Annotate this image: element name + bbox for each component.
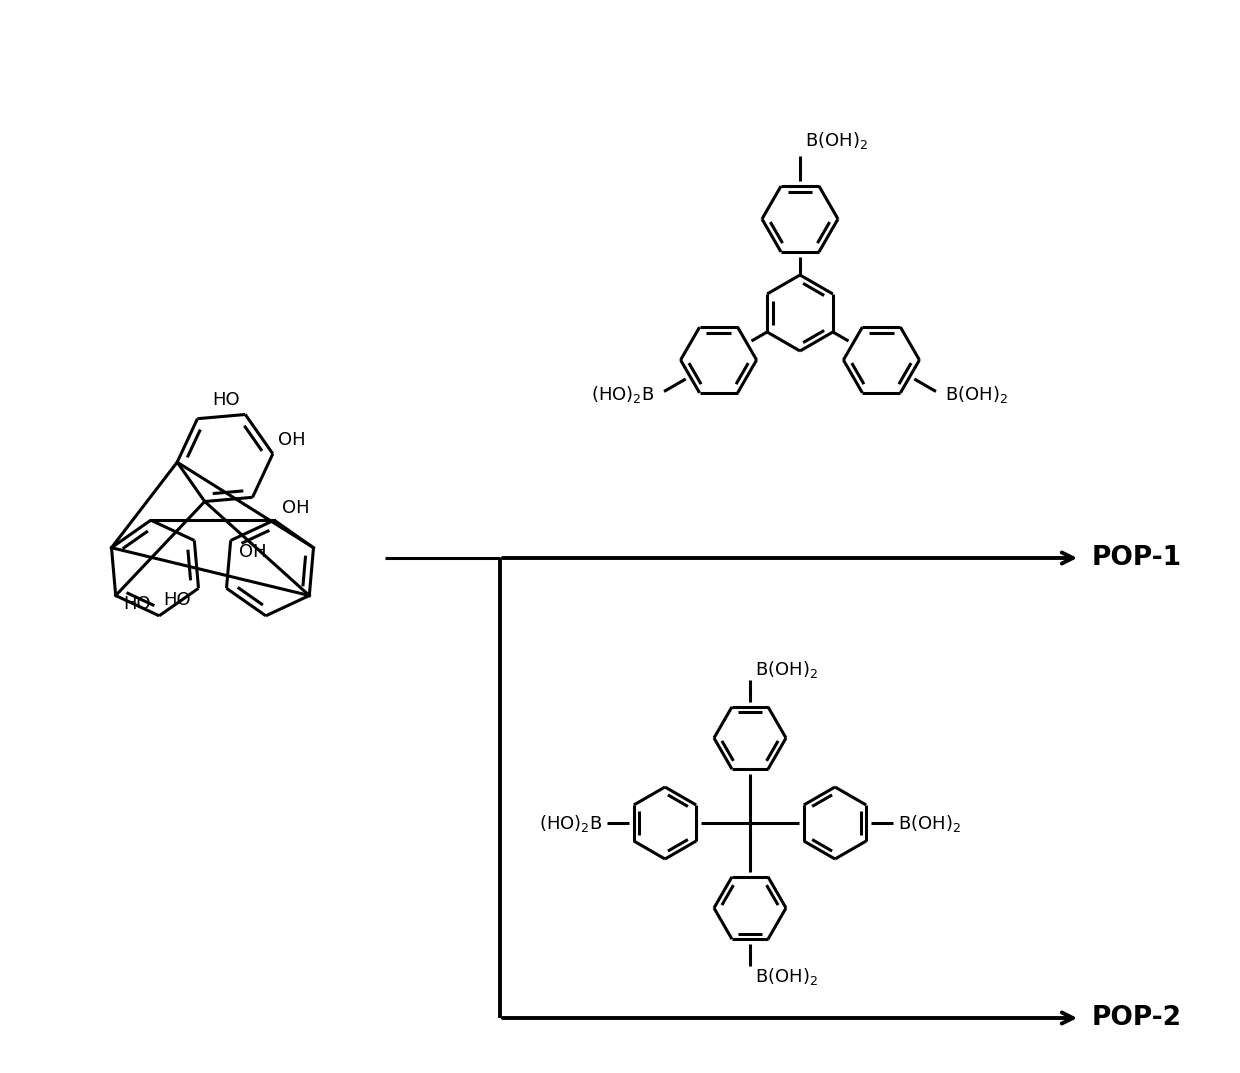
Text: OH: OH <box>238 543 267 561</box>
Text: HO: HO <box>213 392 241 410</box>
Text: OH: OH <box>283 499 310 517</box>
Text: B(OH)$_2$: B(OH)$_2$ <box>755 659 818 680</box>
Text: POP-2: POP-2 <box>1092 1005 1182 1031</box>
Text: (HO)$_2$B: (HO)$_2$B <box>591 383 655 405</box>
Text: B(OH)$_2$: B(OH)$_2$ <box>945 383 1008 405</box>
Text: B(OH)$_2$: B(OH)$_2$ <box>805 130 868 151</box>
Text: B(OH)$_2$: B(OH)$_2$ <box>898 812 961 834</box>
Text: B(OH)$_2$: B(OH)$_2$ <box>755 966 818 987</box>
Text: (HO)$_2$B: (HO)$_2$B <box>538 812 601 834</box>
Text: OH: OH <box>278 431 305 449</box>
Text: POP-1: POP-1 <box>1092 545 1182 571</box>
Text: HO: HO <box>162 591 191 609</box>
Text: HO: HO <box>124 594 151 613</box>
